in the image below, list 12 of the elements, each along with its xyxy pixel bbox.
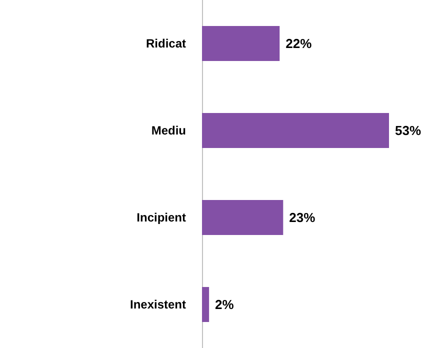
data-label: 53%: [395, 123, 422, 138]
bar: [202, 200, 284, 235]
bar: [202, 287, 210, 322]
bar: [202, 26, 280, 61]
y-tick-label: Mediu: [151, 124, 186, 138]
data-label: 22%: [286, 36, 312, 51]
bar: [202, 113, 389, 148]
data-label: 2%: [215, 297, 234, 312]
y-tick-label: Incipient: [136, 210, 186, 224]
y-tick-label: Ridicat: [146, 36, 186, 50]
y-tick-label: Inexistent: [130, 298, 186, 312]
data-label: 23%: [289, 210, 316, 225]
